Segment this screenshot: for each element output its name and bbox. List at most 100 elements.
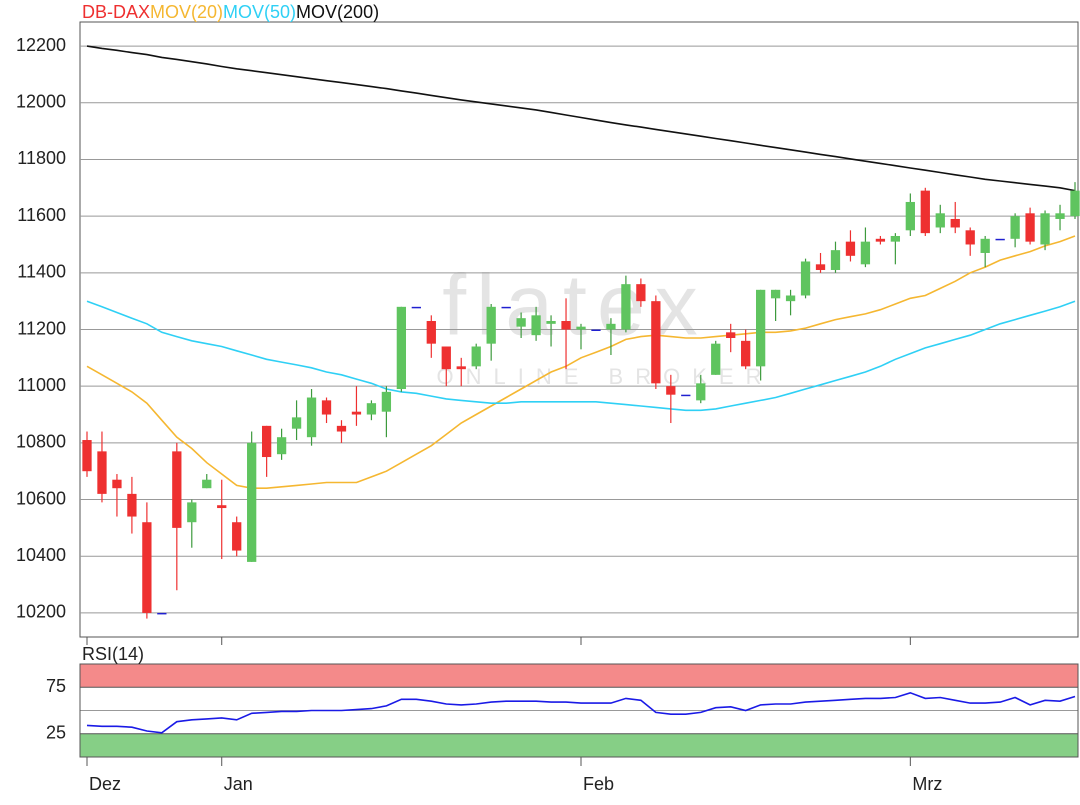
candle-body [351,411,362,415]
rsi-line [86,691,1076,734]
candle-body [97,451,107,494]
candle-body [875,238,886,242]
legend-entry: MOV(20) [150,2,223,22]
candle-body [82,440,92,472]
candle-body [501,306,511,309]
candle-body [666,386,676,395]
candle-body [1070,190,1080,217]
moving-average-line [86,300,1076,412]
candle-body [381,391,392,412]
candle-body [232,522,242,551]
candle-body [561,320,571,330]
y-tick-label: 10200 [16,602,66,622]
candle-body [1040,213,1050,245]
candle-body [157,612,167,615]
candle-body [531,315,541,336]
candle-body [1025,213,1035,242]
candle-body [172,451,182,528]
candle-body [651,301,661,384]
candle-body [187,502,197,523]
candle-body [681,394,691,397]
candle-body [950,218,960,228]
y-tick-label: 75 [46,676,66,696]
candle-body [606,323,616,330]
rsi-panel-border [79,663,1079,758]
candle-body [1055,213,1065,219]
y-tick-label: 12200 [16,35,66,55]
candle-body [306,397,317,438]
candle-body [830,250,841,270]
candle-body [142,522,152,613]
legend-entry: MOV(200) [296,2,379,22]
candle-body [770,289,781,299]
candle-body [426,320,436,344]
y-tick-label: 11800 [17,148,66,168]
watermark: ONLINE BROKER [437,364,774,389]
candle-body [456,366,466,370]
candle-body [800,261,811,296]
candle-body [261,425,272,458]
candle-body [755,289,766,367]
candle-body [741,340,751,367]
candle-body [486,306,496,344]
candle-body [980,238,990,253]
candle-body [546,320,556,324]
candle-body [247,442,257,562]
candle-body [890,235,901,242]
candle-body [621,284,631,330]
x-tick-label: Feb [583,774,614,794]
candle-body [711,343,721,375]
candle-body [321,400,332,415]
candle-body [276,437,287,455]
x-tick-label: Mrz [912,774,942,794]
rsi-band [80,664,1078,688]
candle-body [905,201,915,231]
candle-body [995,238,1005,241]
candle-body [217,505,227,509]
x-tick-label: Dez [89,774,121,794]
candle-body [112,479,122,489]
candle-body [471,346,481,367]
candle-body [860,241,871,265]
candle-body [726,332,736,339]
candle-body [291,417,302,429]
candle-body [336,425,347,432]
y-tick-label: 11200 [17,318,66,338]
candle-body [920,190,930,234]
y-tick-label: 11400 [17,262,66,282]
legend-entry: DB-DAX [82,2,150,22]
y-tick-label: 25 [46,723,66,743]
x-tick-label: Jan [224,774,253,794]
rsi-label: RSI(14) [82,644,144,664]
candle-body [396,306,407,390]
candle-body [965,230,975,245]
candle-body [576,326,586,330]
watermark: flatex [442,258,708,354]
candle-body [845,241,856,256]
candle-body [636,284,646,302]
moving-average-line [86,45,1076,192]
candle-body [785,295,796,302]
candle-body [935,213,945,228]
candle-body [696,383,706,401]
candle-body [366,403,377,415]
candle-body [441,346,451,370]
candle-body [815,264,826,270]
legend-entry: MOV(50) [223,2,296,22]
y-tick-label: 10800 [16,432,66,452]
y-tick-label: 11600 [17,205,66,225]
candle-body [516,318,526,327]
y-tick-label: 10600 [16,488,66,508]
y-tick-label: 12000 [16,92,66,112]
legend: DB-DAXMOV(20)MOV(50)MOV(200) [82,2,379,22]
candle-body [202,479,212,489]
rsi-band [80,733,1078,757]
candle-body [127,493,137,517]
candle-body [1010,216,1020,239]
candle-body [591,329,601,331]
y-tick-label: 10400 [16,545,66,565]
y-tick-label: 11000 [17,375,66,395]
candle-body [411,306,421,309]
